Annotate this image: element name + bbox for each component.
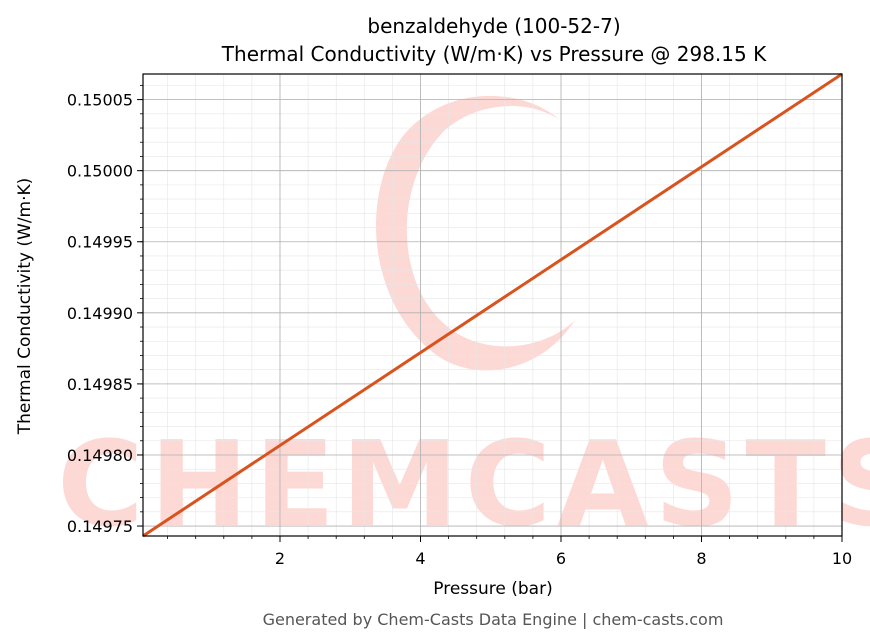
watermark-logo-icon [376,95,575,371]
x-tick-label: 10 [832,549,852,568]
x-axis-label: Pressure (bar) [433,579,552,599]
x-tick-label: 2 [275,549,285,568]
footer-credit: Generated by Chem-Casts Data Engine | ch… [263,610,724,629]
chart-title: benzaldehyde (100-52-7) [367,14,620,38]
y-tick-label: 0.14990 [67,304,133,323]
y-tick-label: 0.14995 [67,233,133,252]
y-tick-label: 0.14975 [67,517,133,536]
watermark-text: CHEMCASTS [57,415,870,553]
x-tick-label: 6 [556,549,566,568]
axis-ticks: 2 4 6 8 10 0.14975 0.14980 0.14985 0.14990 0.1499… [67,84,852,568]
y-tick-label: 0.14985 [67,375,133,394]
x-tick-label: 4 [415,549,425,568]
series-layer [142,72,843,538]
x-tick-label: 8 [696,549,706,568]
plot-frame [142,73,843,537]
chart-subtitle: Thermal Conductivity (W/m·K) vs Pressure… [221,42,767,66]
watermark: CHEMCASTS [57,95,870,553]
y-axis-label: Thermal Conductivity (W/m·K) [15,178,35,436]
series-line [142,72,843,538]
y-tick-label: 0.14980 [67,446,133,465]
y-tick-label: 0.15005 [67,91,133,110]
y-tick-label: 0.15000 [67,162,133,181]
